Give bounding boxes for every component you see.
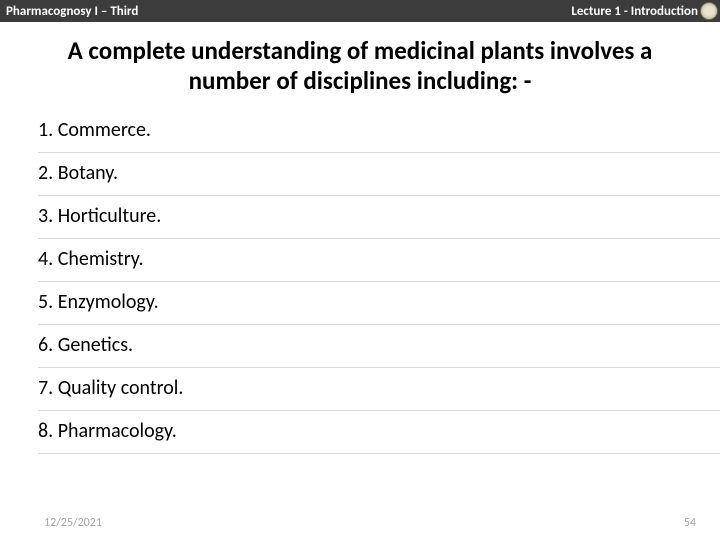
list-item: 5. Enzymology. xyxy=(38,282,720,325)
list-item: 7. Quality control. xyxy=(38,368,720,411)
list-item: 6. Genetics. xyxy=(38,325,720,368)
list-item: 3. Horticulture. xyxy=(38,196,720,239)
list-item: 2. Botany. xyxy=(38,153,720,196)
slide-title: A complete understanding of medicinal pl… xyxy=(0,22,720,102)
list-item: 1. Commerce. xyxy=(38,110,720,153)
footer-date: 12/25/2021 xyxy=(44,516,102,530)
header-left: Pharmacognosy I – Third xyxy=(6,4,138,19)
header-right: Lecture 1 - Introduction xyxy=(571,2,718,20)
logo-badge xyxy=(700,2,718,20)
header-right-text: Lecture 1 - Introduction xyxy=(571,4,698,19)
footer-page: 54 xyxy=(684,516,696,530)
disciplines-list: 1. Commerce. 2. Botany. 3. Horticulture.… xyxy=(0,102,720,454)
list-item: 8. Pharmacology. xyxy=(38,411,720,454)
footer: 12/25/2021 54 xyxy=(0,516,720,530)
header-bar: Pharmacognosy I – Third Lecture 1 - Intr… xyxy=(0,0,720,22)
list-item: 4. Chemistry. xyxy=(38,239,720,282)
